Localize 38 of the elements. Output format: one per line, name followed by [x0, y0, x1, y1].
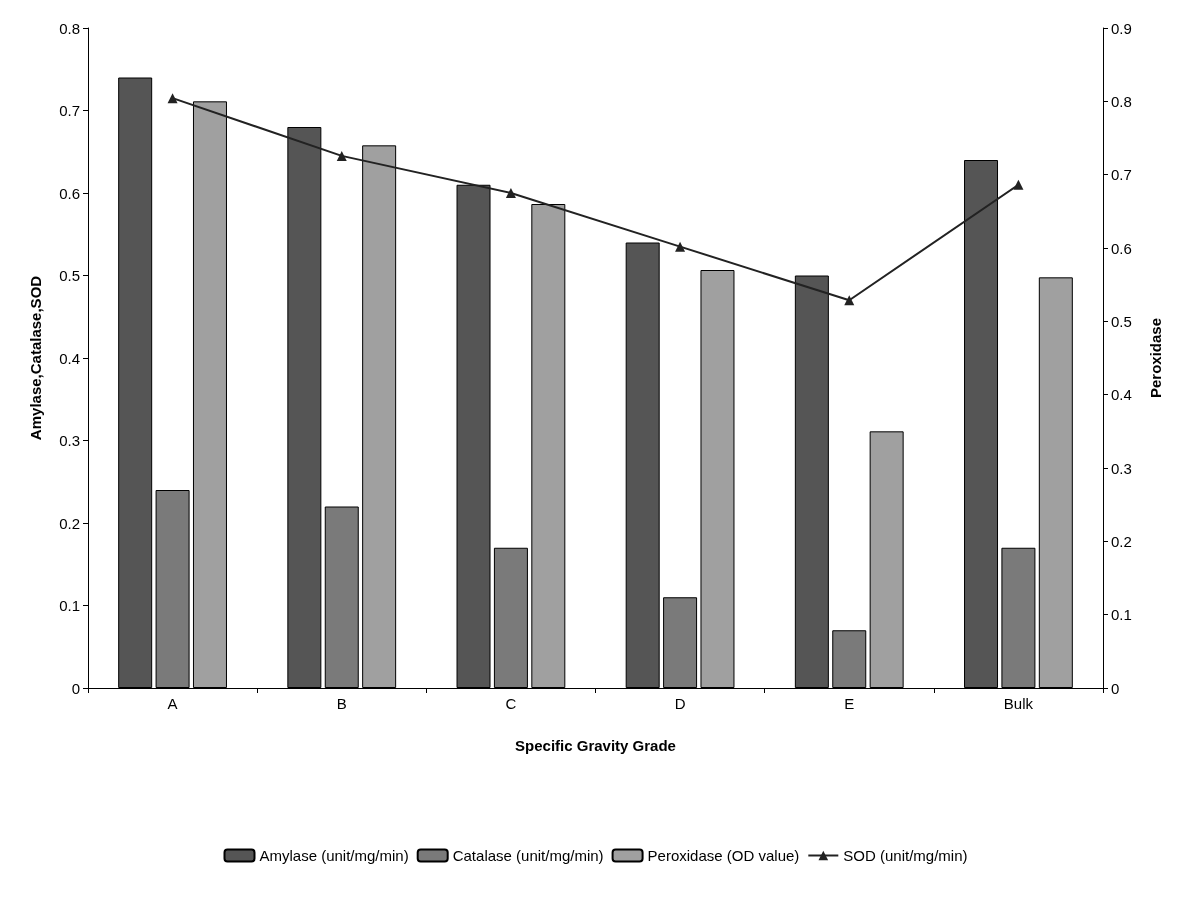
y2-tick-label: 0.5: [1111, 312, 1132, 330]
y2-axis-title: Peroxidase: [1147, 317, 1164, 399]
x-axis-title: Specific Gravity Grade: [515, 737, 676, 754]
point: [336, 150, 347, 161]
x-tick-label: B: [336, 695, 347, 712]
y2-tick-label: 0.6: [1111, 239, 1132, 257]
y-tick-label: 0.6: [59, 184, 80, 202]
y-tick-label: 0.3: [59, 432, 80, 449]
y2-tick-label: 0.7: [1111, 166, 1132, 184]
legend-label: SOD (unit/mg/min): [843, 847, 968, 864]
y-tick-label: 0: [71, 679, 80, 697]
legend-label: Amylase (unit/mg/min): [259, 847, 409, 864]
point: [675, 241, 686, 252]
x-tick-label: D: [674, 695, 686, 712]
y2-tick-label: 0.1: [1111, 606, 1132, 624]
y2-tick-label: 0.9: [1111, 19, 1132, 37]
legend-label: Peroxidase (OD value): [647, 847, 800, 864]
y-tick-label: 0.2: [59, 514, 80, 532]
y2-tick-label: 0.3: [1111, 459, 1132, 477]
y2-tick-label: 0.2: [1111, 532, 1132, 550]
y-tick-label: 0.1: [59, 597, 80, 614]
y-tick-label: 0.8: [59, 19, 80, 37]
legend-label: Catalase (unit/mg/min): [452, 847, 604, 864]
y-tick-label: 0.7: [59, 102, 80, 119]
x-tick-label: E: [844, 695, 855, 712]
point: [1013, 179, 1024, 190]
y-tick-label: 0.4: [59, 349, 80, 367]
x-tick-label: Bulk: [1003, 695, 1034, 712]
y2-tick-label: 0.8: [1111, 92, 1132, 110]
x-tick-label: C: [505, 695, 517, 712]
y-tick-label: 0.5: [59, 267, 80, 284]
y2-tick-label: 0.4: [1111, 386, 1132, 404]
point: [505, 188, 516, 198]
point: [844, 295, 855, 306]
y2-tick-label: 0: [1111, 679, 1120, 697]
point: [167, 93, 178, 104]
y-axis-title: Amylase,Catalase,SOD: [27, 275, 44, 441]
x-tick-label: A: [167, 695, 178, 712]
